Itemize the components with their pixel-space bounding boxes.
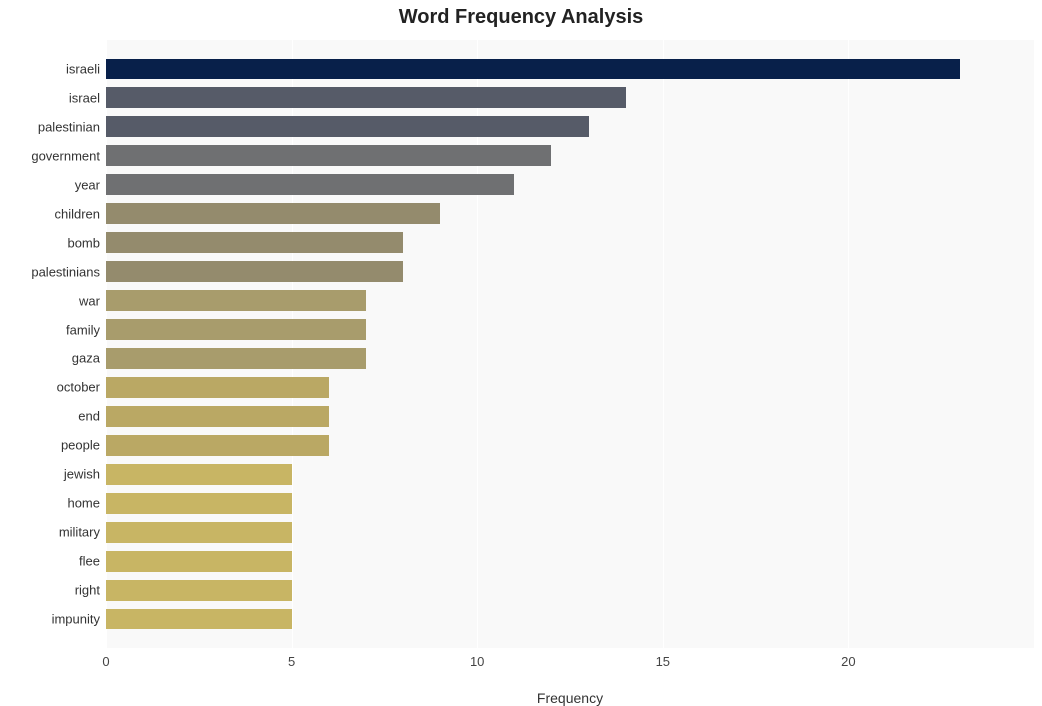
bar (106, 87, 626, 108)
y-tick-label: year (75, 177, 106, 192)
bar (106, 232, 403, 253)
y-tick-label: war (79, 293, 106, 308)
y-tick-label: gaza (72, 351, 106, 366)
y-tick-label: home (67, 496, 106, 511)
bar (106, 174, 514, 195)
y-tick-label: right (75, 583, 106, 598)
y-tick-label: end (78, 409, 106, 424)
y-tick-label: october (57, 380, 106, 395)
x-tick-label: 20 (841, 654, 855, 669)
y-tick-label: military (59, 525, 106, 540)
x-axis-label: Frequency (537, 690, 603, 706)
y-tick-label: government (31, 148, 106, 163)
bar (106, 261, 403, 282)
bar (106, 319, 366, 340)
chart-title: Word Frequency Analysis (0, 6, 1042, 29)
x-tick-label: 0 (102, 654, 109, 669)
bar (106, 435, 329, 456)
bar (106, 493, 292, 514)
bar (106, 59, 960, 80)
plot-area: 05101520Frequencyisraeliisraelpalestinia… (106, 40, 1034, 648)
bar (106, 377, 329, 398)
y-tick-label: family (66, 322, 106, 337)
chart-container: Word Frequency Analysis 05101520Frequenc… (0, 0, 1042, 701)
y-tick-label: children (54, 206, 106, 221)
bar (106, 145, 551, 166)
y-tick-label: jewish (64, 467, 106, 482)
y-tick-label: impunity (52, 612, 106, 627)
y-tick-label: flee (79, 554, 106, 569)
y-tick-label: israel (69, 90, 106, 105)
bar (106, 522, 292, 543)
x-tick-label: 15 (656, 654, 670, 669)
bar (106, 580, 292, 601)
x-tick-label: 5 (288, 654, 295, 669)
y-tick-label: bomb (67, 235, 106, 250)
y-tick-label: palestinians (31, 264, 106, 279)
y-tick-label: people (61, 438, 106, 453)
bar (106, 464, 292, 485)
bar (106, 406, 329, 427)
x-tick-label: 10 (470, 654, 484, 669)
y-tick-label: israeli (66, 61, 106, 76)
bar (106, 203, 440, 224)
gridline (848, 40, 849, 648)
y-tick-label: palestinian (38, 119, 106, 134)
bar (106, 116, 589, 137)
gridline (663, 40, 664, 648)
bar (106, 290, 366, 311)
bar (106, 551, 292, 572)
bar (106, 348, 366, 369)
bar (106, 609, 292, 630)
